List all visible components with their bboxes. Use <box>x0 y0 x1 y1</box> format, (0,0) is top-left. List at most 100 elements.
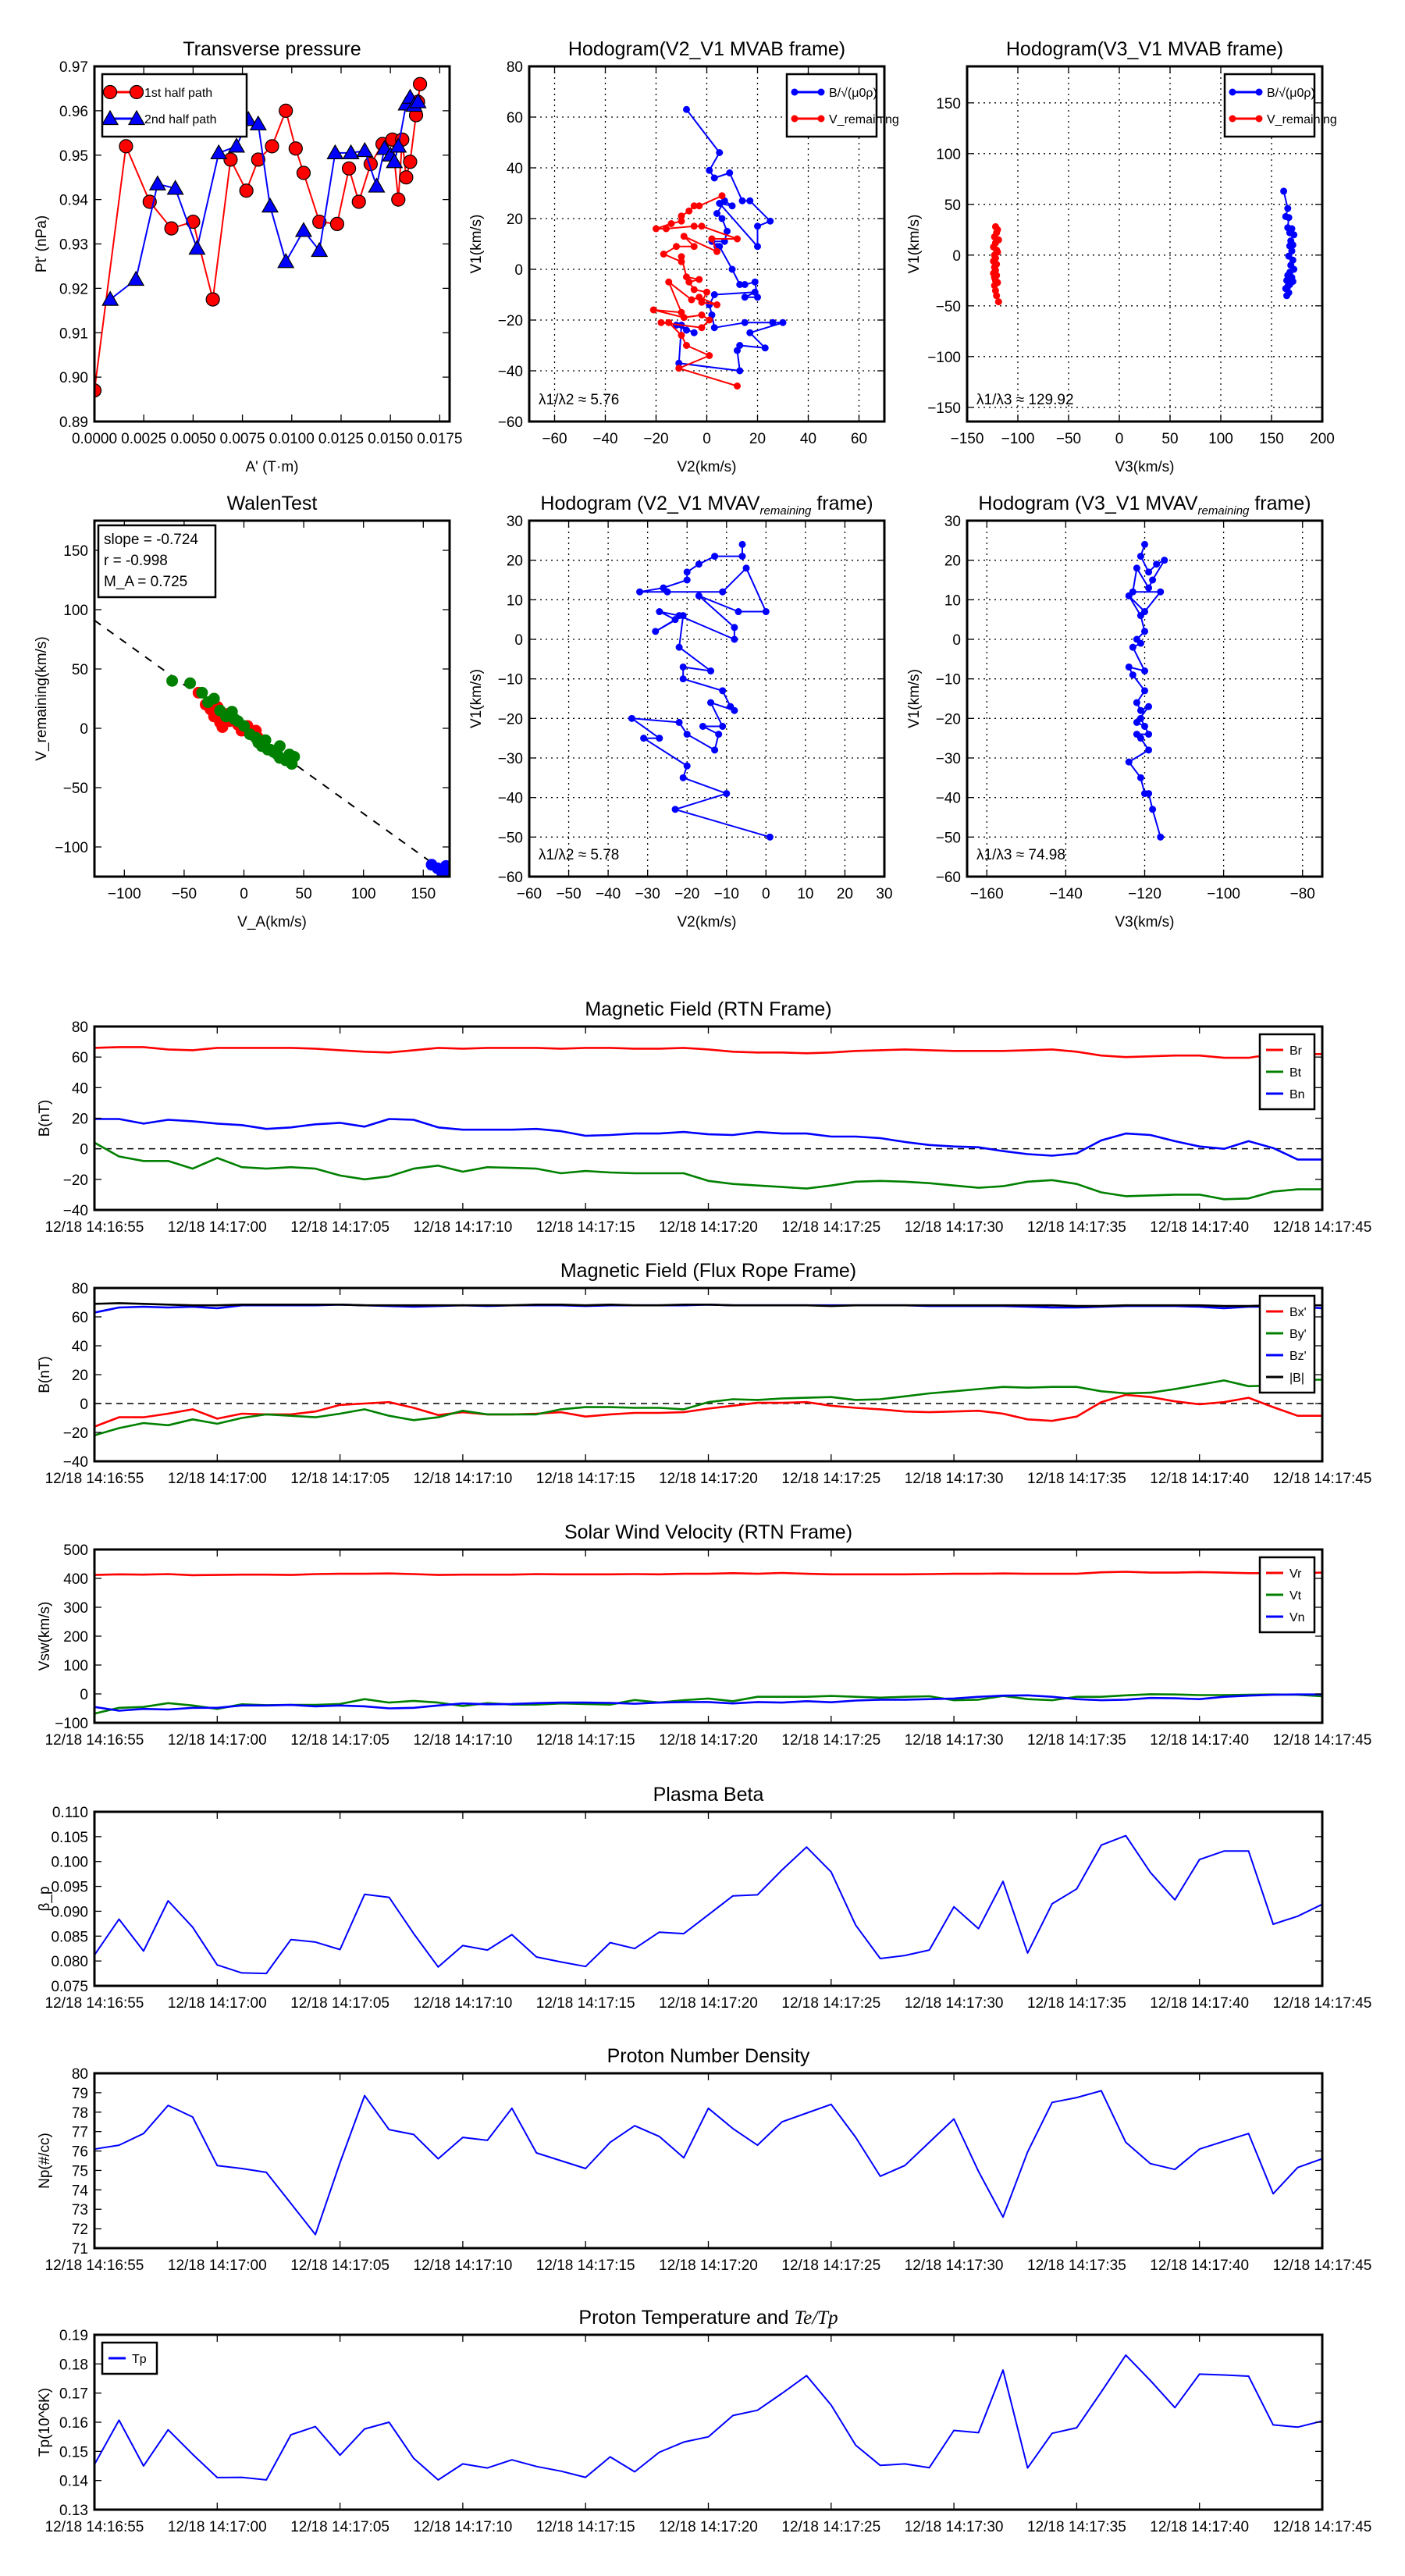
x-tick-label: 12/18 14:17:40 <box>1150 2258 1249 2274</box>
series-b-point <box>663 588 671 596</box>
y-tick-label: 0.080 <box>51 1954 88 1970</box>
x-tick-label: 0.0075 <box>220 431 265 447</box>
x-tick-label: 12/18 14:17:45 <box>1273 1732 1372 1749</box>
series-1st-half-path-point <box>403 155 418 169</box>
series-2nd-half-point <box>166 674 179 687</box>
series-b-0--point <box>746 329 754 336</box>
x-tick-label: 12/18 14:17:40 <box>1150 1471 1249 1487</box>
y-tick-label: −40 <box>936 791 961 807</box>
series-1st-half-path-point <box>312 214 327 229</box>
y-tick-label: 80 <box>72 2066 88 2083</box>
y-tick-label: 100 <box>63 603 88 619</box>
x-tick-label: 200 <box>1310 431 1335 447</box>
chart-title: Hodogram(V3_V1 MVAB frame) <box>1006 38 1283 60</box>
y-tick-label: 0.085 <box>51 1929 88 1945</box>
series-2nd-half-path-point <box>166 180 184 195</box>
x-tick-label: 12/18 14:16:55 <box>45 1732 144 1749</box>
series-v-remaining-point <box>718 192 726 200</box>
legend-label: Bt <box>1289 1066 1302 1080</box>
chart-title: Hodogram (V3_V1 MVAVremaining frame) <box>978 493 1311 518</box>
x-tick-label: −120 <box>1128 886 1161 902</box>
series-b-point <box>683 731 691 738</box>
x-tick-label: 12/18 14:17:20 <box>659 1732 758 1749</box>
series-b-0--point <box>683 326 690 334</box>
series-bn-line <box>94 1118 1322 1161</box>
x-axis-label: V3(km/s) <box>1115 914 1175 930</box>
x-tick-label: 12/18 14:17:35 <box>1027 1219 1126 1236</box>
x-tick-label: −40 <box>592 431 617 447</box>
x-tick-label: 12/18 14:17:30 <box>905 1732 1004 1749</box>
y-axis-label: V1(km/s) <box>906 215 923 274</box>
series-1st-half-path-point <box>94 383 102 398</box>
x-tick-label: 0 <box>702 431 711 447</box>
series-b-point <box>628 714 635 722</box>
y-tick-label: 20 <box>507 553 523 570</box>
plot-area <box>649 105 787 390</box>
y-tick-label: 20 <box>507 212 523 228</box>
x-tick-label: 12/18 14:17:25 <box>781 2258 880 2274</box>
legend: Tp <box>101 2341 158 2375</box>
y-tick-label: −100 <box>55 1716 88 1732</box>
legend-label: |B| <box>1289 1372 1304 1385</box>
series-b-0--point <box>710 324 718 332</box>
series-1st-half-path-point <box>265 139 279 154</box>
legend-label: Vr <box>1289 1567 1302 1581</box>
chart-panel-2: −150 −100 −50 0 50 100 150 200 −150 −100 −50 0 50 100… <box>906 38 1337 475</box>
x-tick-label: 12/18 14:17:25 <box>781 1995 880 2012</box>
series--b--line <box>94 1302 1322 1308</box>
series-b-point <box>1125 758 1133 766</box>
chart-title-text: Proton Number Density <box>607 2045 810 2067</box>
series-b-0--point <box>683 105 690 113</box>
legend-label: Vt <box>1289 1589 1302 1603</box>
series-2nd-half-point <box>208 692 220 705</box>
series-b-0--point <box>751 288 759 296</box>
series-2nd-half-path-point <box>342 144 360 160</box>
legend: B/√(μ0ρ) V_remaining <box>785 73 899 138</box>
series-bx--line <box>94 1393 1322 1428</box>
x-tick-label: −40 <box>596 886 621 902</box>
y-tick-label: 0.90 <box>59 370 88 386</box>
series-v-remaining-point <box>695 276 703 283</box>
y-tick-label: 0.18 <box>59 2357 88 2373</box>
x-tick-label: 50 <box>1161 431 1178 447</box>
x-tick-label: 12/18 14:17:20 <box>659 2258 758 2274</box>
series-b-point <box>1149 576 1157 584</box>
x-tick-label: 12/18 14:17:10 <box>414 1995 513 2012</box>
series-b-point <box>1145 703 1153 710</box>
series-b-0--point <box>734 347 741 354</box>
y-tick-label: −20 <box>498 313 523 329</box>
series-b-0--point <box>1285 214 1293 222</box>
series-v-remaining-point <box>713 247 720 255</box>
y-axis-label: V_remaining(km/s) <box>34 636 50 760</box>
legend: 1st half path 2nd half path <box>101 73 248 138</box>
series-b-point <box>1157 588 1165 596</box>
y-axis-label: Vsw(km/s) <box>37 1602 53 1671</box>
chart-title-tail: frame) <box>1249 493 1311 514</box>
series-v-remaining-point <box>678 212 685 220</box>
x-tick-label: 12/18 14:17:10 <box>414 2258 513 2274</box>
x-tick-label: 150 <box>411 886 436 902</box>
series-v-remaining-point <box>703 288 710 296</box>
series-br-line <box>94 1046 1322 1059</box>
series-b-point <box>683 762 691 770</box>
x-tick-label: −10 <box>714 886 739 902</box>
x-tick-label: 0.0125 <box>318 431 364 447</box>
x-tick-label: 12/18 14:17:40 <box>1150 1219 1249 1236</box>
x-axis-label: V_A(km/s) <box>237 914 307 930</box>
series-v-remaining-point <box>678 258 685 265</box>
series-v-remaining-point <box>663 225 670 233</box>
y-tick-label: −40 <box>63 1454 88 1471</box>
x-tick-label: 100 <box>351 886 376 902</box>
legend-marker <box>1255 88 1263 96</box>
x-tick-label: 12/18 14:17:20 <box>659 1219 758 1236</box>
series-2nd-half-path-point <box>294 222 312 237</box>
series-1st-half-path-point <box>223 152 238 167</box>
series-b-point <box>1136 706 1144 714</box>
x-tick-label: 20 <box>749 431 766 447</box>
series-b-point <box>679 675 687 683</box>
series-b-point <box>738 540 746 548</box>
series-b-0--point <box>1288 247 1296 255</box>
series-b-point <box>1145 746 1153 754</box>
y-tick-label: 76 <box>72 2144 88 2161</box>
series-b-0--point <box>1284 205 1292 212</box>
